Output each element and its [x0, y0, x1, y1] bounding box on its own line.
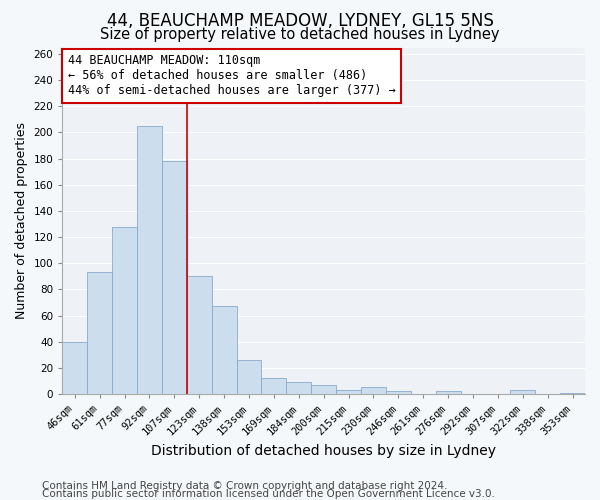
- Bar: [87, 272, 112, 394]
- Bar: [311, 385, 336, 394]
- Bar: [560, 392, 585, 394]
- Bar: [236, 360, 262, 394]
- Text: Contains HM Land Registry data © Crown copyright and database right 2024.: Contains HM Land Registry data © Crown c…: [42, 481, 448, 491]
- Bar: [212, 306, 236, 394]
- Y-axis label: Number of detached properties: Number of detached properties: [15, 122, 28, 319]
- Text: 44 BEAUCHAMP MEADOW: 110sqm
← 56% of detached houses are smaller (486)
44% of se: 44 BEAUCHAMP MEADOW: 110sqm ← 56% of det…: [68, 54, 395, 98]
- Bar: [187, 276, 212, 394]
- Bar: [112, 226, 137, 394]
- Bar: [162, 161, 187, 394]
- Bar: [336, 390, 361, 394]
- Bar: [286, 382, 311, 394]
- Text: Size of property relative to detached houses in Lydney: Size of property relative to detached ho…: [100, 28, 500, 42]
- Text: 44, BEAUCHAMP MEADOW, LYDNEY, GL15 5NS: 44, BEAUCHAMP MEADOW, LYDNEY, GL15 5NS: [107, 12, 493, 30]
- Bar: [62, 342, 87, 394]
- X-axis label: Distribution of detached houses by size in Lydney: Distribution of detached houses by size …: [151, 444, 496, 458]
- Bar: [361, 388, 386, 394]
- Text: Contains public sector information licensed under the Open Government Licence v3: Contains public sector information licen…: [42, 489, 495, 499]
- Bar: [511, 390, 535, 394]
- Bar: [137, 126, 162, 394]
- Bar: [262, 378, 286, 394]
- Bar: [386, 392, 411, 394]
- Bar: [436, 392, 461, 394]
